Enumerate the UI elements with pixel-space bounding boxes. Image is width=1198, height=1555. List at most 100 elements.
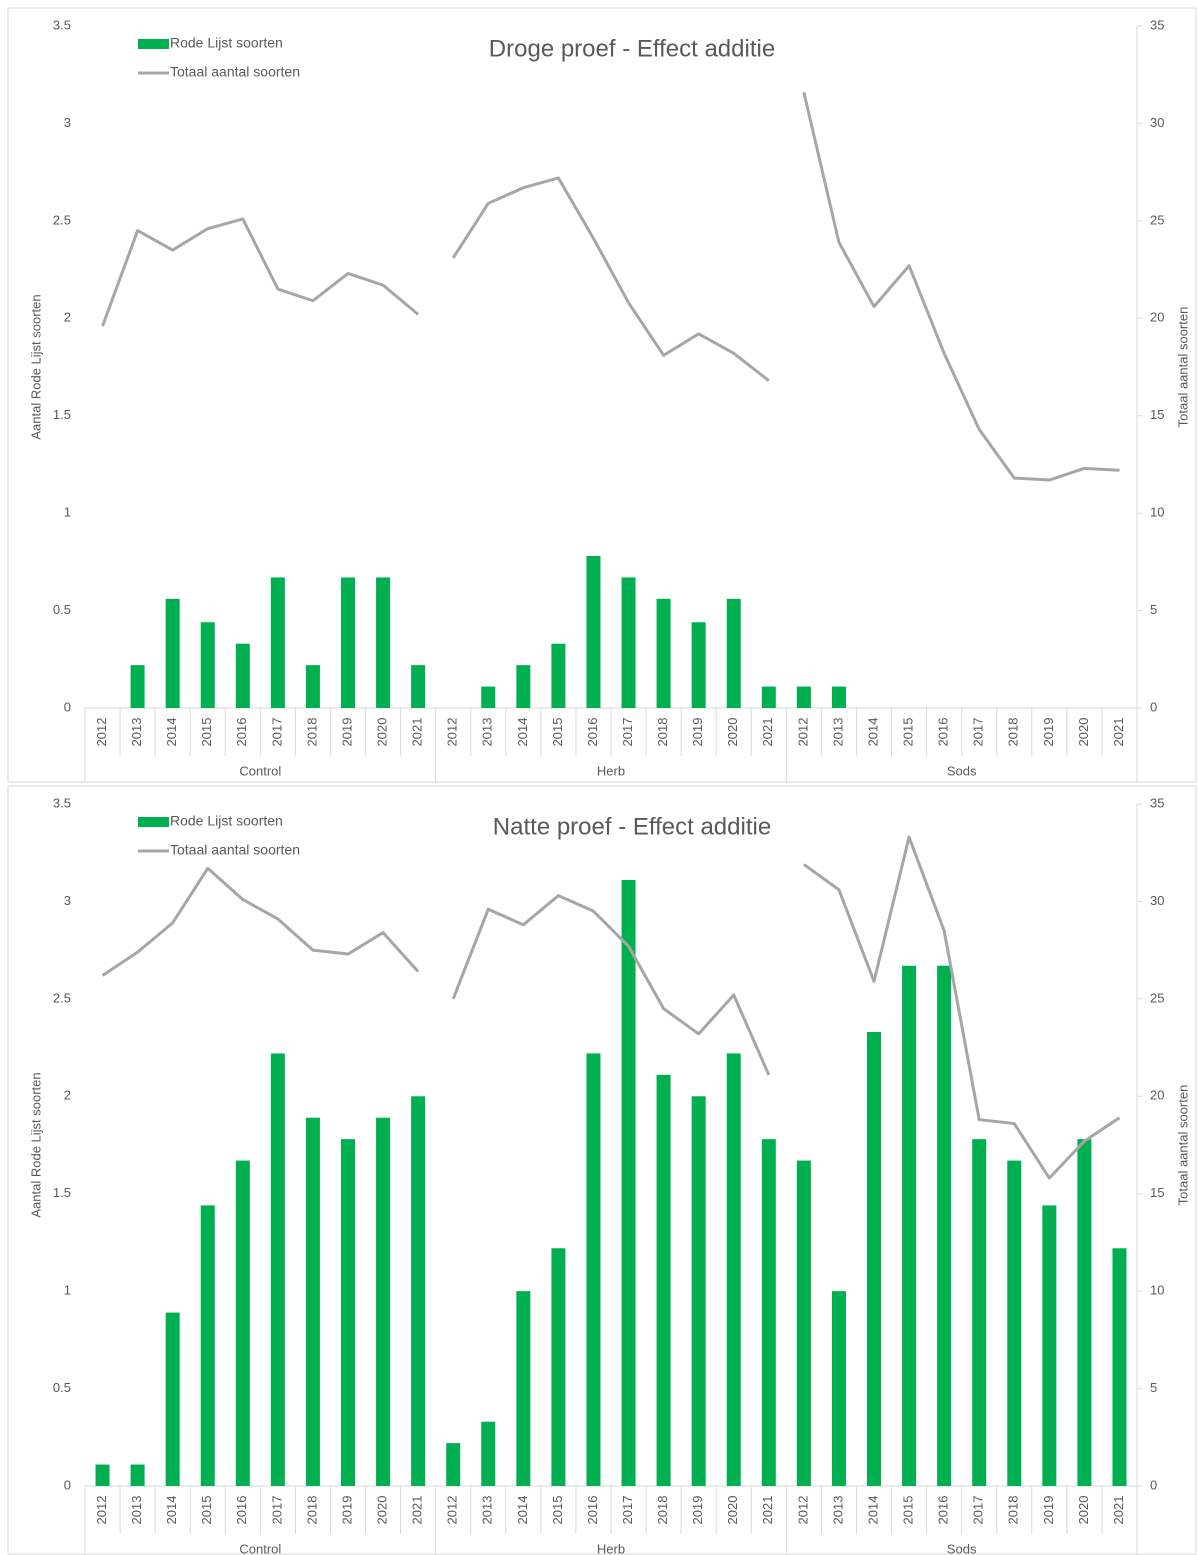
x-tick-label: 2019 <box>339 1496 354 1525</box>
x-tick-label: 2016 <box>585 718 600 747</box>
line <box>101 866 420 977</box>
y2-tick-label: 30 <box>1150 115 1164 130</box>
group-label: Sods <box>947 1541 977 1555</box>
bar <box>972 1139 987 1486</box>
y2-tick-label: 10 <box>1150 505 1164 520</box>
y-tick-label: 2.5 <box>53 212 71 227</box>
y-axis-label: Aantal Rode Lijst soorten <box>28 294 43 439</box>
y2-tick-label: 0 <box>1150 699 1157 714</box>
x-tick-label: 2019 <box>690 718 705 747</box>
x-tick-label: 2017 <box>971 1496 986 1525</box>
bar <box>726 1053 741 1486</box>
y-tick-label: 2.5 <box>53 990 71 1005</box>
bar <box>130 665 145 708</box>
x-tick-label: 2019 <box>690 1496 705 1525</box>
x-tick-label: 2015 <box>550 1496 565 1525</box>
group-label: Sods <box>947 763 977 778</box>
y2-tick-label: 5 <box>1150 602 1157 617</box>
x-tick-label: 2015 <box>550 718 565 747</box>
y2-tick-label: 35 <box>1150 795 1164 810</box>
line <box>802 835 1121 1180</box>
y-tick-label: 0.5 <box>53 602 71 617</box>
x-tick-label: 2016 <box>936 718 951 747</box>
x-tick-label: 2018 <box>304 718 319 747</box>
y2-tick-label: 0 <box>1150 1477 1157 1492</box>
bar <box>726 598 741 708</box>
bar <box>796 686 811 708</box>
line <box>451 894 771 1076</box>
bar <box>902 965 917 1486</box>
bar <box>305 665 320 708</box>
bar <box>551 643 566 708</box>
bar <box>656 598 671 708</box>
bar <box>1042 1205 1057 1486</box>
legend-label: Totaal aantal soorten <box>170 64 300 80</box>
x-tick-label: 2020 <box>725 718 740 747</box>
line <box>451 176 770 382</box>
x-tick-label: 2016 <box>936 1496 951 1525</box>
x-tick-label: 2018 <box>304 1496 319 1525</box>
group-label: Control <box>239 1541 281 1555</box>
x-tick-label: 2013 <box>480 1496 495 1525</box>
y2-tick-label: 15 <box>1150 407 1164 422</box>
x-tick-label: 2013 <box>129 1496 144 1525</box>
bar <box>761 686 776 708</box>
chart-title: Natte proef - Effect additie <box>493 813 771 840</box>
y-tick-label: 0 <box>64 1477 71 1492</box>
bar <box>376 577 391 708</box>
legend-label: Rode Lijst soorten <box>170 813 283 829</box>
bar <box>446 1443 461 1486</box>
y-tick-label: 0 <box>64 699 71 714</box>
x-tick-label: 2019 <box>1041 718 1056 747</box>
x-tick-label: 2017 <box>971 718 986 747</box>
bar <box>411 1096 426 1486</box>
y2-axis-label: Totaal aantal soorten <box>1175 1085 1190 1206</box>
y-tick-label: 3.5 <box>53 17 71 32</box>
y-axis-label: Aantal Rode Lijst soorten <box>28 1072 43 1217</box>
bar <box>481 686 496 708</box>
x-tick-label: 2021 <box>1111 1496 1126 1525</box>
bar <box>831 686 846 708</box>
y-tick-label: 2 <box>64 310 71 325</box>
x-tick-label: 2015 <box>901 718 916 747</box>
x-tick-label: 2015 <box>901 1496 916 1525</box>
bar <box>656 1074 671 1486</box>
bar <box>796 1160 811 1486</box>
bar <box>305 1117 320 1486</box>
legend-label: Totaal aantal soorten <box>170 842 300 858</box>
x-tick-label: 2020 <box>375 1496 390 1525</box>
bar <box>761 1139 776 1486</box>
bar <box>1112 1248 1127 1486</box>
chart-title: Droge proef - Effect additie <box>489 35 775 62</box>
y-tick-label: 1 <box>64 505 71 520</box>
y-tick-label: 1.5 <box>53 1185 71 1200</box>
group-label: Control <box>239 763 281 778</box>
legend-swatch <box>138 39 169 49</box>
legend-swatch <box>138 817 169 827</box>
x-tick-label: 2012 <box>795 718 810 747</box>
x-tick-label: 2012 <box>445 718 460 747</box>
bar <box>691 1096 706 1486</box>
legend-label: Rode Lijst soorten <box>170 35 283 51</box>
x-tick-label: 2020 <box>725 1496 740 1525</box>
x-tick-label: 2016 <box>585 1496 600 1525</box>
bar <box>1077 1139 1092 1486</box>
bar <box>235 643 250 708</box>
y-tick-label: 3.5 <box>53 795 71 810</box>
y-tick-label: 2 <box>64 1088 71 1103</box>
x-tick-label: 2020 <box>1076 718 1091 747</box>
x-tick-label: 2018 <box>1006 1496 1021 1525</box>
x-tick-label: 2013 <box>830 1496 845 1525</box>
x-tick-label: 2020 <box>1076 1496 1091 1525</box>
x-tick-label: 2021 <box>410 718 425 747</box>
bar <box>95 1464 110 1486</box>
group-label: Herb <box>597 1541 625 1555</box>
y2-tick-label: 20 <box>1150 1088 1164 1103</box>
bar <box>130 1464 145 1486</box>
x-tick-label: 2014 <box>865 1496 880 1525</box>
bar <box>235 1160 250 1486</box>
bar <box>586 556 601 708</box>
chart-frame <box>7 7 1197 783</box>
bar <box>516 1291 531 1486</box>
x-tick-label: 2021 <box>760 1496 775 1525</box>
